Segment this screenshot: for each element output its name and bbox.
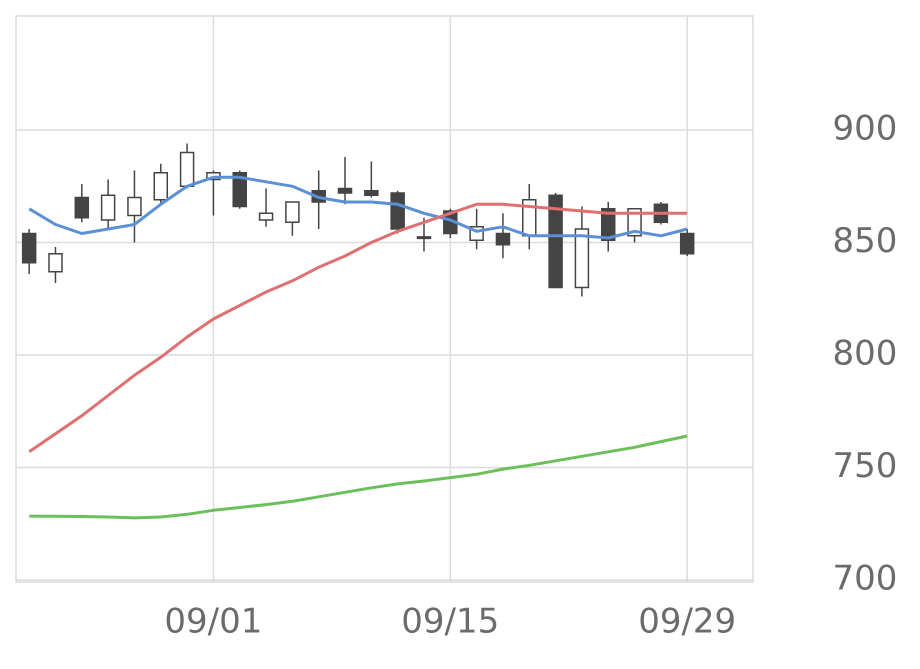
candle-body [48,253,63,273]
moving-average-line [28,202,688,454]
candle-body [627,208,642,237]
y-tick-label: 750 [833,446,898,486]
candle-body [100,194,116,221]
candle-body [416,236,432,240]
candle-body [679,232,695,255]
candle-body [495,232,511,246]
candle-body [390,192,405,230]
x-tick-label: 09/01 [164,602,262,642]
y-tick-label: 800 [833,334,898,374]
y-tick-label: 850 [833,221,898,261]
plot-frame [15,15,754,583]
moving-average-line [28,175,688,240]
candle-body [600,208,616,241]
candle-body [127,196,142,217]
candle-body [232,172,247,208]
candle-body [548,194,563,289]
moving-average-line [29,434,688,520]
x-tick-label: 09/29 [638,602,736,642]
y-tick-label: 700 [833,559,898,599]
x-tick-label: 09/15 [401,602,499,642]
candle-body [153,172,169,201]
candle-body [337,187,353,194]
candle-body [364,190,379,196]
candle-body [258,212,274,221]
candle-body [21,232,37,264]
candle-body [285,201,300,223]
candle-body [74,196,90,219]
candle-body [179,151,195,187]
y-tick-label: 900 [833,109,898,149]
candle-body [574,228,590,289]
